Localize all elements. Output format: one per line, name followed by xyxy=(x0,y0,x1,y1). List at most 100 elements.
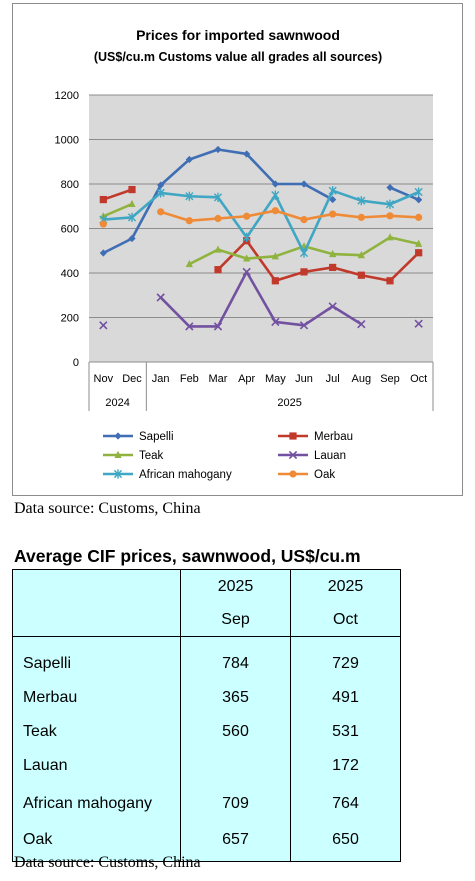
oct-column: 729 491 531 172 764 650 xyxy=(290,636,401,862)
data-point xyxy=(357,320,366,329)
series-line xyxy=(160,209,419,223)
x-tick-label: Feb xyxy=(180,373,199,385)
cell-african-mahogany-sep: 709 xyxy=(222,794,249,812)
data-point xyxy=(213,322,223,331)
series-line xyxy=(217,239,420,283)
cell-merbau-oct: 491 xyxy=(332,689,359,706)
species-column: Sapelli Merbau Teak Lauan African mahoga… xyxy=(12,636,181,862)
data-point xyxy=(242,267,251,277)
x-tick-label: Apr xyxy=(238,373,255,385)
data-point xyxy=(329,210,337,218)
series-sapelli xyxy=(99,145,423,257)
series-line xyxy=(102,202,133,218)
table-title: Average CIF prices, sawnwood, US$/cu.m xyxy=(14,546,361,566)
data-point xyxy=(329,195,337,204)
x-tick-label: Aug xyxy=(352,373,372,385)
x-tick-label: Oct xyxy=(410,373,427,385)
legend-label: Oak xyxy=(314,469,335,481)
cell-oak-sep: 657 xyxy=(222,831,249,848)
sep-column: 784 365 560 709 657 xyxy=(180,636,291,862)
legend-item: Sapelli xyxy=(103,431,174,443)
legend-label: Sapelli xyxy=(139,431,174,443)
data-point xyxy=(185,191,194,201)
cell-merbau-sep: 365 xyxy=(222,689,249,706)
data-point xyxy=(328,302,337,311)
legend-item: African mahogany xyxy=(103,469,232,481)
data-point xyxy=(156,188,165,198)
cell-lauan-sep xyxy=(181,749,290,783)
chart-title: Prices for imported sawnwood xyxy=(136,27,340,43)
legend-label: Lauan xyxy=(314,450,346,462)
data-point xyxy=(415,213,423,221)
data-point xyxy=(99,220,107,228)
data-point xyxy=(185,259,193,268)
data-point xyxy=(357,196,366,206)
data-point xyxy=(289,470,297,478)
data-point xyxy=(289,432,297,440)
legend-item: Merbau xyxy=(278,431,353,443)
line-chart: Prices for imported sawnwood (US$/cu.m C… xyxy=(55,27,434,481)
header-sep-month: Sep xyxy=(221,611,250,628)
data-point xyxy=(128,234,136,243)
header-blank-cell xyxy=(12,569,181,637)
data-point xyxy=(242,232,251,242)
data-point xyxy=(299,248,309,258)
data-point xyxy=(214,266,222,274)
series-line xyxy=(389,186,420,201)
table-body-row: Sapelli Merbau Teak Lauan African mahoga… xyxy=(12,636,401,862)
data-point xyxy=(386,212,394,220)
header-oct-year: 2025 xyxy=(327,578,364,595)
data-point xyxy=(157,181,165,189)
data-point xyxy=(127,212,137,222)
legend-item: Lauan xyxy=(278,450,346,462)
data-point xyxy=(271,190,280,200)
row-name-teak: Teak xyxy=(23,723,57,740)
data-point xyxy=(114,450,122,458)
data-point xyxy=(300,180,308,188)
chart-subtitle: (US$/cu.m Customs value all grades all s… xyxy=(94,50,382,64)
header-oct-month: Oct xyxy=(333,611,358,628)
header-oct: 2025 Oct xyxy=(290,569,401,637)
series-african-mahogany xyxy=(99,186,423,258)
series-lauan xyxy=(99,267,423,331)
x-tick-label: Jul xyxy=(326,373,340,385)
x-tick-label: Dec xyxy=(122,373,142,385)
data-point xyxy=(128,199,136,208)
data-point xyxy=(357,271,365,279)
row-name-african-mahogany: African mahogany xyxy=(23,794,152,812)
cell-teak-oct: 531 xyxy=(332,723,359,740)
data-point xyxy=(271,180,279,188)
cell-oak-oct: 650 xyxy=(332,831,359,848)
header-sep: 2025 Sep xyxy=(180,569,291,637)
row-name-lauan: Lauan xyxy=(23,757,68,774)
legend-label: Teak xyxy=(139,450,164,462)
data-point xyxy=(243,212,251,220)
data-point xyxy=(386,183,394,192)
data-source-top: Data source: Customs, China xyxy=(14,500,201,517)
price-table: 2025 Sep 2025 Oct Sapelli Merbau Teak La… xyxy=(12,569,401,862)
data-point xyxy=(99,195,107,204)
y-tick-label: 1200 xyxy=(55,90,79,102)
chart-frame: Prices for imported sawnwood (US$/cu.m C… xyxy=(12,3,463,496)
data-point xyxy=(214,214,222,223)
data-point xyxy=(328,186,337,196)
data-point xyxy=(99,321,108,330)
data-point xyxy=(99,249,107,257)
year-group-label: 2025 xyxy=(277,397,301,409)
data-point xyxy=(300,216,308,224)
data-point xyxy=(113,469,123,479)
data-point xyxy=(385,199,395,209)
data-point xyxy=(415,239,423,247)
data-point xyxy=(415,196,423,204)
x-tick-label: Sep xyxy=(380,373,400,385)
data-point xyxy=(299,321,309,330)
row-name-merbau: Merbau xyxy=(23,689,78,706)
series-line xyxy=(102,188,133,201)
table-header-row: 2025 Sep 2025 Oct xyxy=(12,569,401,637)
data-point xyxy=(357,251,365,259)
data-point xyxy=(386,233,394,241)
legend-label: African mahogany xyxy=(139,469,232,481)
header-sep-year: 2025 xyxy=(217,578,254,595)
y-tick-label: 600 xyxy=(61,224,79,236)
y-tick-label: 0 xyxy=(73,357,79,369)
